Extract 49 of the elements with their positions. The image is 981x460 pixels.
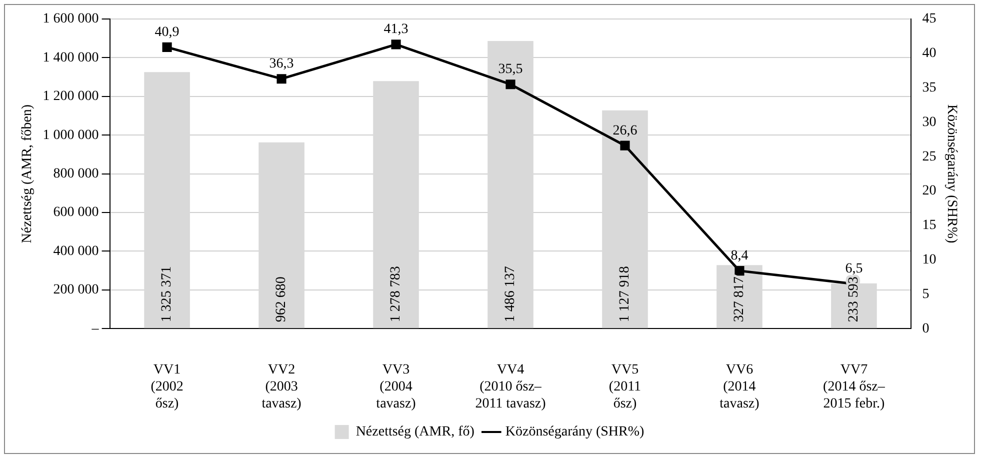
y-tick-label: – bbox=[90, 321, 100, 336]
x-tick-label: VV3 (2004 tavasz) bbox=[376, 362, 416, 412]
point bbox=[506, 80, 516, 90]
y-axis-title: Nézettség (AMR, főben) bbox=[20, 104, 36, 244]
data-label: 327 817 bbox=[732, 276, 748, 322]
y2-axis-title: Közönségarány (SHR%) bbox=[944, 104, 959, 244]
data-label: 6,5 bbox=[845, 262, 863, 277]
y2-tick-label: 40 bbox=[922, 46, 936, 62]
y-tick-label: 1 600 000 bbox=[42, 12, 99, 27]
legend-label: Nézettség (AMR, fő) bbox=[356, 424, 475, 440]
y2-tick-label: 15 bbox=[922, 218, 936, 234]
x-tick-label: VV6 (2014 tavasz) bbox=[720, 362, 760, 412]
point bbox=[734, 266, 744, 276]
y2-tick-label: 10 bbox=[922, 252, 936, 268]
x-tick-label: VV4 (2010 ősz– 2011 tavasz) bbox=[475, 362, 546, 412]
data-label: 40,9 bbox=[154, 24, 180, 40]
y2-tick-label: 45 bbox=[922, 12, 936, 27]
y2-tick-label: 35 bbox=[922, 80, 936, 96]
y-tick-label: 200 000 bbox=[53, 282, 99, 298]
legend-label: Közönségarány (SHR%) bbox=[505, 424, 645, 440]
data-label: 8,4 bbox=[730, 248, 748, 264]
point bbox=[162, 42, 172, 52]
data-label: 1 127 918 bbox=[618, 266, 633, 322]
data-label: 1 325 371 bbox=[160, 266, 175, 322]
data-label: 35,5 bbox=[498, 62, 523, 78]
point bbox=[620, 140, 630, 150]
point bbox=[391, 40, 401, 50]
x-tick-label: VV5 (2011 ősz) bbox=[608, 362, 642, 412]
data-label: 962 680 bbox=[274, 276, 290, 322]
data-label: 41,3 bbox=[384, 22, 408, 38]
point bbox=[276, 74, 286, 84]
x-tick-label: VV7 (2014 ősz– 2015 febr.) bbox=[823, 362, 886, 412]
data-label: 26,6 bbox=[612, 123, 638, 138]
y2-tick-label: 5 bbox=[922, 286, 930, 302]
y-tick-label: 1 200 000 bbox=[42, 89, 99, 104]
y-tick-label: 1 000 000 bbox=[42, 128, 99, 143]
y2-tick-label: 20 bbox=[922, 184, 936, 199]
y2-tick-label: 0 bbox=[922, 321, 930, 336]
y-tick-label: 800 000 bbox=[53, 166, 99, 182]
y-tick-label: 1 400 000 bbox=[42, 50, 99, 66]
y2-tick-label: 30 bbox=[922, 114, 936, 130]
x-tick-label: VV2 (2003 tavasz) bbox=[262, 362, 302, 412]
y-tick-label: 600 000 bbox=[53, 205, 99, 220]
y-tick-label: 400 000 bbox=[53, 244, 99, 259]
data-label: 1 486 137 bbox=[503, 266, 518, 322]
y2-tick-label: 25 bbox=[922, 149, 936, 164]
data-label: 36,3 bbox=[269, 56, 294, 72]
x-tick-label: VV1 (2002 ősz) bbox=[150, 362, 184, 412]
data-label: 1 278 783 bbox=[388, 266, 404, 322]
